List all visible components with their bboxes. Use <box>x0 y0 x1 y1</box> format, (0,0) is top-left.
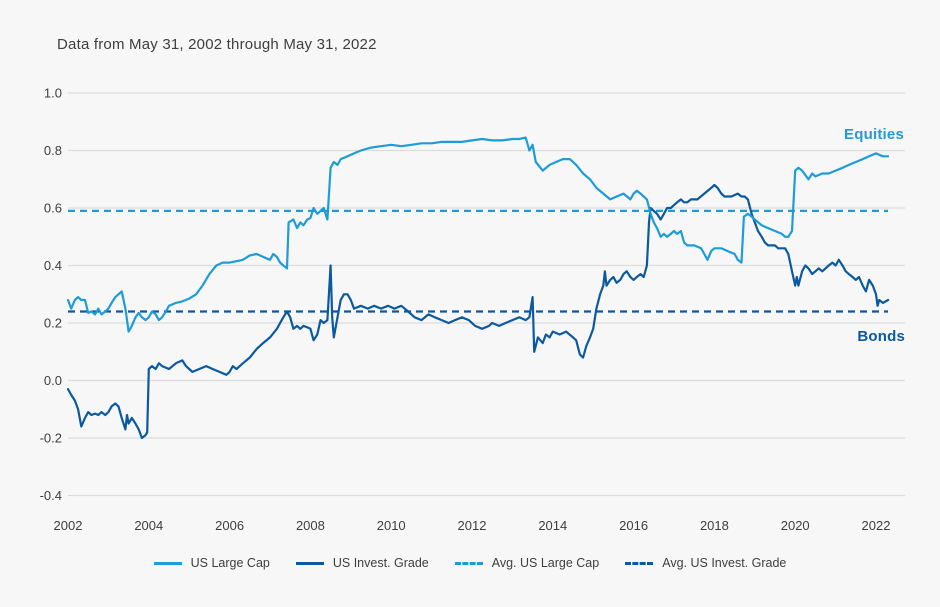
us-large-cap-line-swatch-icon <box>153 561 182 565</box>
legend-label: US Invest. Grade <box>332 556 429 570</box>
legend-item-us-large-cap: US Large Cap <box>153 556 270 570</box>
svg-text:2020: 2020 <box>781 518 810 533</box>
svg-text:-0.4: -0.4 <box>40 488 62 503</box>
legend-item-us-invest-grade: US Invest. Grade <box>295 556 429 570</box>
avg-us-large-cap-dashed-swatch-icon <box>454 561 483 565</box>
svg-text:-0.2: -0.2 <box>40 431 62 446</box>
svg-text:0.0: 0.0 <box>44 373 62 388</box>
svg-text:2006: 2006 <box>215 518 244 533</box>
svg-text:0.8: 0.8 <box>44 143 62 158</box>
svg-text:2018: 2018 <box>700 518 729 533</box>
chart-title: Data from May 31, 2002 through May 31, 2… <box>57 36 377 53</box>
avg-us-invest-grade-dashed-swatch-icon <box>625 561 654 565</box>
svg-text:2004: 2004 <box>134 518 163 533</box>
us-invest-grade-line-swatch-icon <box>295 561 324 565</box>
legend-item-avg-us-invest-grade: Avg. US Invest. Grade <box>625 556 786 570</box>
svg-text:0.2: 0.2 <box>44 316 62 331</box>
legend-label: Avg. US Invest. Grade <box>662 556 787 570</box>
svg-text:2010: 2010 <box>377 518 406 533</box>
svg-text:2008: 2008 <box>296 518 325 533</box>
svg-text:2022: 2022 <box>862 518 891 533</box>
svg-text:0.4: 0.4 <box>44 258 62 273</box>
svg-text:2016: 2016 <box>619 518 648 533</box>
svg-text:0.6: 0.6 <box>44 201 62 216</box>
legend-label: Avg. US Large Cap <box>491 556 600 570</box>
legend-label: US Large Cap <box>190 556 270 570</box>
bonds-series-label: Bonds <box>857 328 905 345</box>
svg-text:2002: 2002 <box>54 518 83 533</box>
svg-text:1.0: 1.0 <box>44 86 62 101</box>
svg-text:2014: 2014 <box>538 518 567 533</box>
legend: US Large Cap US Invest. Grade Avg. US La… <box>0 556 940 570</box>
equities-series-label: Equities <box>844 126 904 143</box>
legend-item-avg-us-large-cap: Avg. US Large Cap <box>454 556 600 570</box>
svg-text:2012: 2012 <box>458 518 487 533</box>
